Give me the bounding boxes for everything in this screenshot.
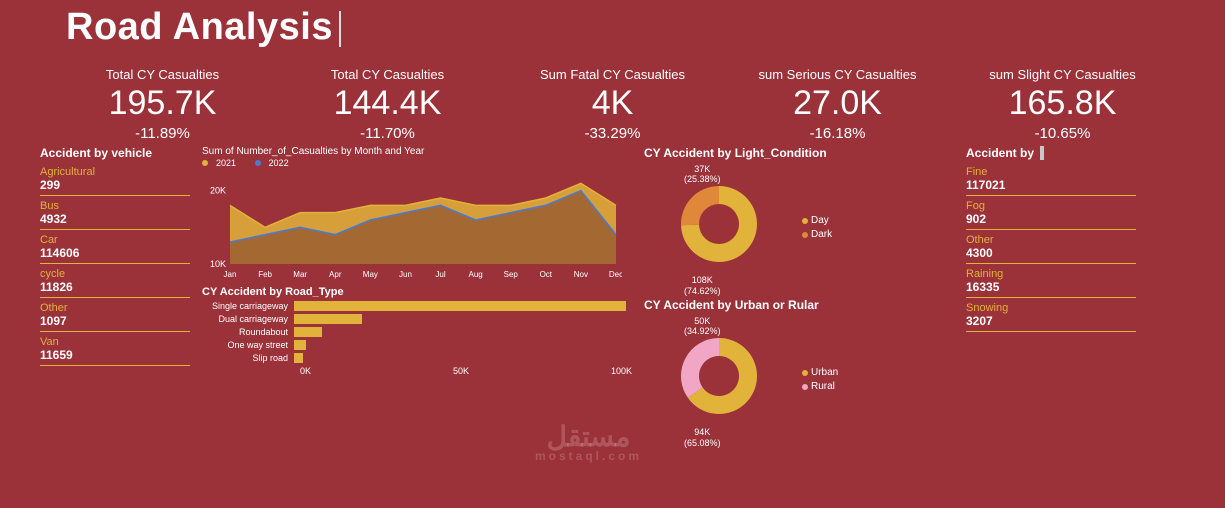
list-item[interactable]: Other4300 xyxy=(966,232,1136,264)
bar-row[interactable]: Dual carriageway xyxy=(202,314,632,324)
bar-row[interactable]: Slip road xyxy=(202,353,632,363)
svg-text:Sep: Sep xyxy=(504,270,519,279)
right-title: Accident by xyxy=(966,146,1136,160)
area-legend: 2021 2022 xyxy=(202,158,632,168)
accent-icon xyxy=(1040,146,1044,160)
kpi-row: Total CY Casualties 195.7K -11.89% Total… xyxy=(0,49,1225,142)
bar-row[interactable]: One way street xyxy=(202,340,632,350)
list-item[interactable]: Other1097 xyxy=(40,300,190,332)
donut2-top-label: 50K(34.92%) xyxy=(684,316,721,337)
list-item[interactable]: Bus4932 xyxy=(40,198,190,230)
donut1-bottom-label: 108K(74.62%) xyxy=(684,275,721,296)
svg-text:Dec: Dec xyxy=(609,270,622,279)
area-chart[interactable]: 10K 20K Jan Feb Mar Apr May Jun Jul Aug Sep Oct Nov D… xyxy=(202,170,622,280)
svg-text:Jun: Jun xyxy=(399,270,412,279)
list-item[interactable]: cycle11826 xyxy=(40,266,190,298)
list-item[interactable]: Snowing3207 xyxy=(966,300,1136,332)
bar-axis: 0K 50K 100K xyxy=(300,366,632,376)
kpi-delta: -11.89% xyxy=(73,125,253,142)
svg-text:Feb: Feb xyxy=(258,270,272,279)
donut1-legend: Day Dark xyxy=(802,215,832,243)
svg-text:Aug: Aug xyxy=(469,270,483,279)
legend-dot-icon xyxy=(202,160,208,166)
svg-text:Jul: Jul xyxy=(435,270,445,279)
donut2-title: CY Accident by Urban or Rular xyxy=(644,298,954,312)
cursor-icon xyxy=(339,11,341,47)
list-item[interactable]: Fog902 xyxy=(966,198,1136,230)
kpi-card[interactable]: Total CY Casualties 195.7K -11.89% xyxy=(73,67,253,142)
donut2-bottom-label: 94K(65.08%) xyxy=(684,427,721,448)
list-item[interactable]: Raining16335 xyxy=(966,266,1136,298)
bar-chart[interactable]: Single carriageway Dual carriageway Roun… xyxy=(202,298,632,363)
donut2-legend: Urban Rural xyxy=(802,367,838,395)
bar-row[interactable]: Single carriageway xyxy=(202,301,632,311)
legend-dot-icon xyxy=(802,218,808,224)
list-item[interactable]: Agricultural299 xyxy=(40,164,190,196)
legend-dot-icon xyxy=(802,232,808,238)
donut2-chart[interactable]: 50K(34.92%) 94K(65.08%) xyxy=(644,316,794,446)
legend-dot-icon xyxy=(802,384,808,390)
svg-text:20K: 20K xyxy=(210,186,226,196)
svg-text:Jan: Jan xyxy=(224,270,237,279)
svg-text:Mar: Mar xyxy=(293,270,307,279)
kpi-card[interactable]: sum Serious CY Casualties 27.0K -16.18% xyxy=(748,67,928,142)
svg-text:Nov: Nov xyxy=(574,270,588,279)
svg-text:10K: 10K xyxy=(210,259,226,269)
kpi-value: 195.7K xyxy=(73,84,253,123)
left-title: Accident by vehicle xyxy=(40,146,190,160)
page-title: Road Analysis xyxy=(0,0,1225,49)
donut1-chart[interactable]: 37K(25.38%) 108K(74.62%) xyxy=(644,164,794,294)
list-item[interactable]: Car114606 xyxy=(40,232,190,264)
donut1-top-label: 37K(25.38%) xyxy=(684,164,721,185)
kpi-label: Total CY Casualties xyxy=(73,67,253,82)
legend-dot-icon xyxy=(802,370,808,376)
legend-dot-icon xyxy=(255,160,261,166)
svg-text:May: May xyxy=(363,270,378,279)
area-title: Sum of Number_of_Casualties by Month and… xyxy=(202,146,632,157)
kpi-card[interactable]: Total CY Casualties 144.4K -11.70% xyxy=(298,67,478,142)
weather-list: Fine117021Fog902Other4300Raining16335Sno… xyxy=(966,164,1136,332)
bars-title: CY Accident by Road_Type xyxy=(202,286,632,298)
list-item[interactable]: Fine117021 xyxy=(966,164,1136,196)
vehicle-list: Agricultural299Bus4932Car114606cycle1182… xyxy=(40,164,190,366)
bar-row[interactable]: Roundabout xyxy=(202,327,632,337)
kpi-card[interactable]: sum Slight CY Casualties 165.8K -10.65% xyxy=(973,67,1153,142)
svg-text:Apr: Apr xyxy=(329,270,342,279)
svg-text:Oct: Oct xyxy=(540,270,553,279)
donut1-title: CY Accident by Light_Condition xyxy=(644,146,954,160)
kpi-card[interactable]: Sum Fatal CY Casualties 4K -33.29% xyxy=(523,67,703,142)
list-item[interactable]: Van11659 xyxy=(40,334,190,366)
